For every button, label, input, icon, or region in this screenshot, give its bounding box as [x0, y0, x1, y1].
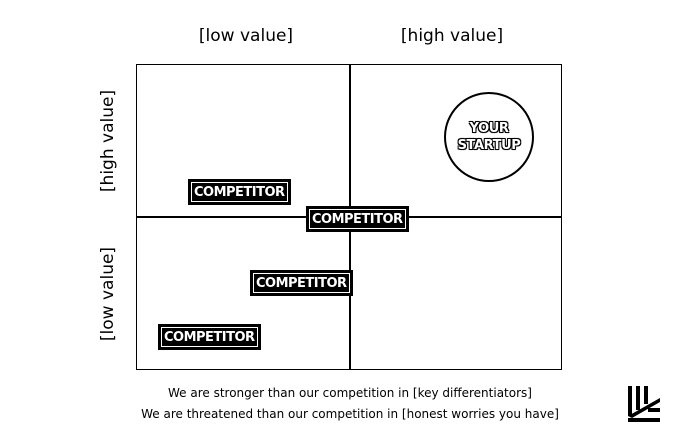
competitor-badge-1: COMPETITOR: [188, 179, 291, 205]
your-startup-label: YOUR STARTUP: [458, 120, 521, 154]
column-label-low-value: [low value]: [198, 26, 294, 46]
footer-strengths-text: We are stronger than our competition in …: [168, 386, 532, 400]
competitor-badge-2: COMPETITOR: [306, 206, 409, 232]
row-label-high-value: [high value]: [98, 89, 118, 193]
column-label-high-value: [high value]: [400, 26, 504, 46]
your-startup-marker: YOUR STARTUP: [444, 92, 534, 182]
competitor-badge-3: COMPETITOR: [250, 270, 353, 296]
brand-logo-icon: [628, 386, 660, 422]
row-label-low-value: [low value]: [98, 246, 118, 342]
competitor-badge-4: COMPETITOR: [158, 324, 261, 350]
your-startup-label-line1: YOUR: [469, 121, 509, 136]
your-startup-label-line2: STARTUP: [457, 138, 521, 153]
footer-threats-text: We are threatened than our competition i…: [141, 407, 559, 421]
